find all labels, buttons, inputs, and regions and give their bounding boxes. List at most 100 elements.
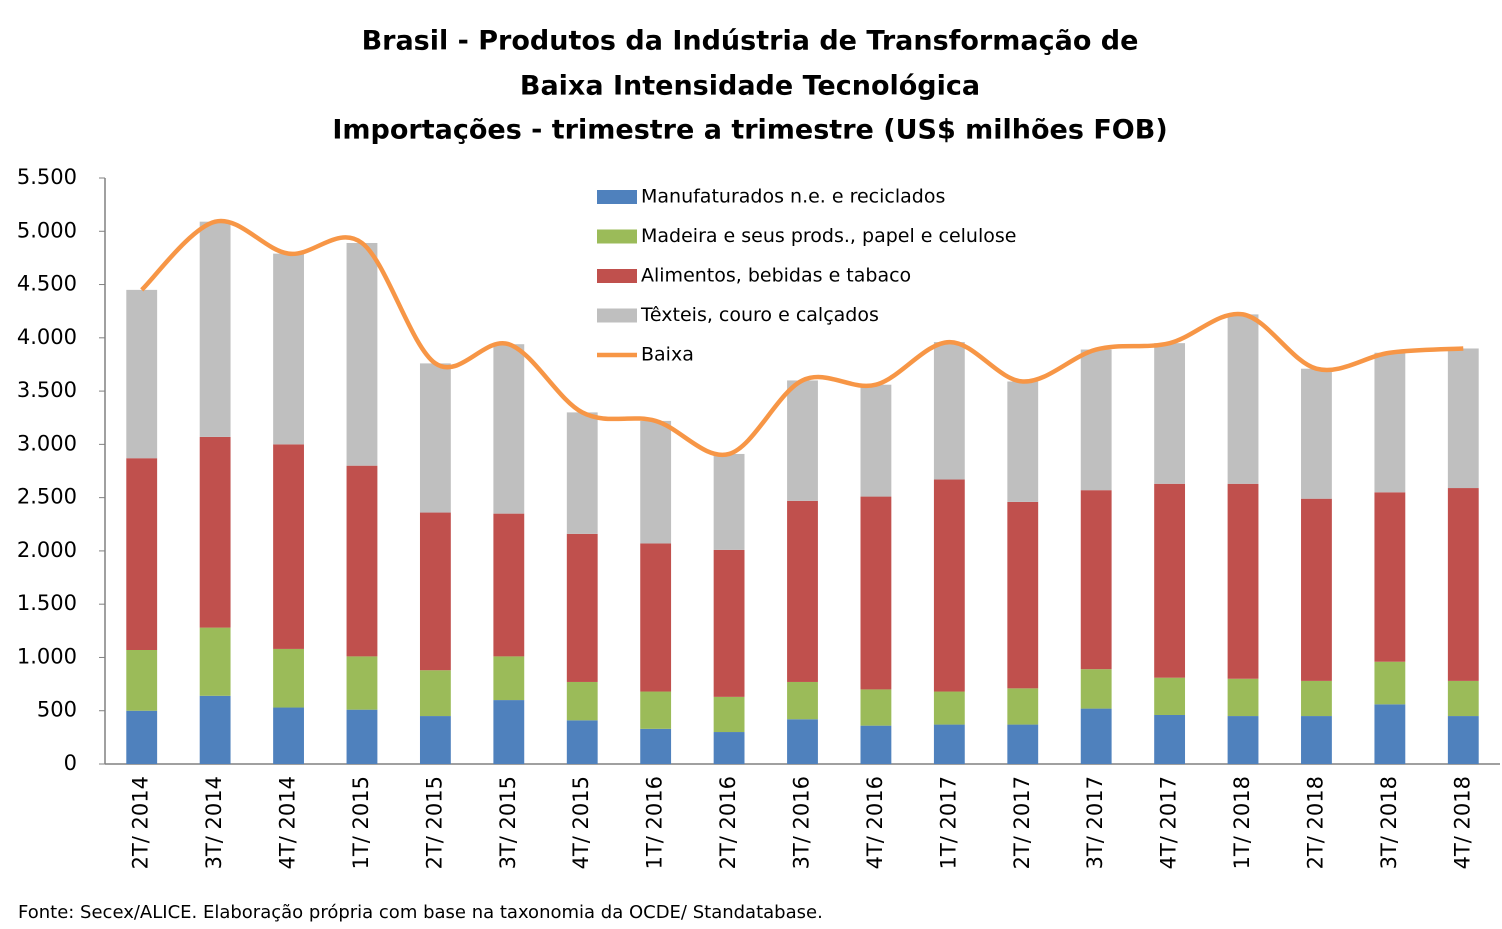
x-tick-label: 3T/ 2015 <box>496 776 520 869</box>
bar-segment <box>1374 704 1406 764</box>
bar-segment <box>713 549 745 697</box>
bar-segment <box>787 500 818 682</box>
legend-label: Alimentos, bebidas e tabaco <box>641 265 911 287</box>
x-tick-label: 4T/ 2015 <box>569 776 593 869</box>
bar-segment <box>346 242 378 466</box>
x-tick-label: 2T/ 2018 <box>1303 776 1327 869</box>
bar-segment <box>273 707 304 764</box>
bar-segment <box>640 728 672 764</box>
y-tick-label: 3.500 <box>17 378 77 402</box>
x-tick-label: 3T/ 2016 <box>790 776 814 869</box>
y-tick-label: 4.500 <box>17 272 77 296</box>
bar-segment <box>713 453 745 550</box>
bar-segment <box>1301 716 1332 764</box>
x-tick-label: 3T/ 2017 <box>1083 776 1107 869</box>
bar-segment <box>566 681 598 721</box>
bar-segment <box>1227 483 1259 679</box>
bar-segment <box>1154 677 1186 715</box>
bar-segment <box>126 649 158 711</box>
legend-label: Madeira e seus prods., papel e celulose <box>641 225 1016 247</box>
x-tick-label: 2T/ 2014 <box>129 776 153 869</box>
bar-segment <box>713 696 745 733</box>
bar-segment <box>1374 492 1406 662</box>
bar-segment <box>273 648 304 708</box>
x-tick-label: 1T/ 2018 <box>1230 776 1254 869</box>
bar-segment <box>1007 381 1039 502</box>
x-tick-label: 4T/ 2016 <box>863 776 887 869</box>
y-tick-label: 4.000 <box>17 325 77 349</box>
bar-segment <box>566 533 598 682</box>
bar-segment <box>126 710 158 764</box>
y-tick-label: 3.000 <box>17 431 77 455</box>
bar-segment <box>640 420 672 544</box>
bar-segment <box>199 221 231 437</box>
bar-segment <box>199 627 231 696</box>
x-tick-label: 1T/ 2016 <box>643 776 667 869</box>
bar-segment <box>346 465 378 657</box>
bar-segment <box>1080 490 1112 670</box>
bar-segment <box>787 380 818 501</box>
bar-segment <box>1301 680 1332 717</box>
bar-segment <box>493 513 525 657</box>
bar-segment <box>860 689 892 726</box>
bar-segment <box>640 691 672 729</box>
bar-segment <box>493 656 525 701</box>
x-tick-label: 4T/ 2018 <box>1450 776 1474 869</box>
x-tick-label: 3T/ 2014 <box>202 776 226 869</box>
legend-label: Baixa <box>641 344 694 366</box>
bar-segment <box>566 720 598 764</box>
bar-segment <box>1374 661 1406 705</box>
bar-segment <box>1007 688 1039 725</box>
bar-segment <box>1007 501 1039 689</box>
x-tick-label: 3T/ 2018 <box>1377 776 1401 869</box>
bar-segment <box>1227 716 1259 764</box>
x-tick-label: 4T/ 2014 <box>276 776 300 869</box>
y-tick-label: 5.000 <box>17 218 77 242</box>
bar-segment <box>933 724 965 764</box>
bar-segment <box>346 709 378 764</box>
x-tick-label: 1T/ 2015 <box>349 776 373 869</box>
bar-segment <box>1301 368 1332 499</box>
legend-label: Têxteis, couro e calçados <box>640 304 879 326</box>
x-tick-label: 1T/ 2017 <box>936 776 960 869</box>
bar-segment <box>1080 669 1112 709</box>
bar-segment <box>419 716 451 764</box>
bar-segment <box>199 436 231 628</box>
bar-segment <box>1301 498 1332 681</box>
legend-swatch <box>597 308 637 323</box>
bar-segment <box>1080 349 1112 491</box>
bar-segment <box>1080 708 1112 764</box>
x-tick-label: 2T/ 2017 <box>1010 776 1034 869</box>
bar-segment <box>787 719 818 764</box>
legend-swatch <box>597 190 637 204</box>
bar-segment <box>1374 352 1406 493</box>
x-tick-label: 2T/ 2015 <box>422 776 446 869</box>
bar-segment <box>933 691 965 725</box>
bar-segment <box>933 342 965 480</box>
y-tick-label: 2.500 <box>17 485 77 509</box>
legend-swatch <box>597 229 637 244</box>
bar-segment <box>419 363 451 513</box>
bar-segment <box>126 289 158 459</box>
bar-segment <box>1447 716 1479 764</box>
bar-segment <box>273 444 304 649</box>
y-tick-label: 1.500 <box>17 591 77 615</box>
bar-segment <box>1007 724 1039 764</box>
y-tick-label: 5.500 <box>17 165 77 189</box>
bar-segment <box>273 253 304 445</box>
y-tick-label: 2.000 <box>17 538 77 562</box>
bar-segment <box>713 732 745 764</box>
bar-segment <box>566 412 598 534</box>
y-tick-label: 500 <box>37 698 77 722</box>
bar-segment <box>126 458 158 650</box>
bar-segment <box>1154 343 1186 484</box>
bar-segment <box>419 512 451 671</box>
bar-segment <box>1447 488 1479 681</box>
bar-segment <box>199 695 231 764</box>
bar-segment <box>493 700 525 764</box>
bar-segment <box>860 496 892 690</box>
bar-segment <box>493 344 525 514</box>
bar-segment <box>1227 678 1259 717</box>
chart-title: Importações - trimestre a trimestre (US$… <box>332 115 1167 146</box>
